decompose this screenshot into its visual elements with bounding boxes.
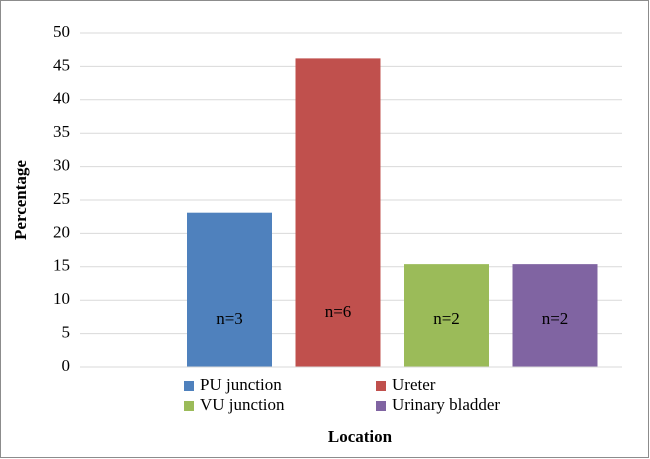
bar <box>512 264 598 367</box>
legend-swatch <box>184 401 194 411</box>
y-tick-label: 30 <box>53 156 70 175</box>
y-tick-label: 0 <box>62 356 71 375</box>
legend-label: VU junction <box>200 395 285 414</box>
y-tick-label: 10 <box>53 289 70 308</box>
legend-label: PU junction <box>200 375 282 394</box>
y-tick-label: 50 <box>53 22 70 41</box>
y-tick-label: 5 <box>62 323 71 342</box>
y-tick-label: 40 <box>53 89 70 108</box>
y-tick-label: 45 <box>53 55 70 74</box>
bar <box>295 58 381 367</box>
bar-annotation: n=2 <box>433 309 460 328</box>
y-tick-label: 20 <box>53 222 70 241</box>
y-tick-label: 25 <box>53 189 70 208</box>
bar-annotation: n=2 <box>542 309 569 328</box>
bar-annotation: n=6 <box>325 302 352 321</box>
y-tick-label: 35 <box>53 122 70 141</box>
legend-label: Urinary bladder <box>392 395 500 414</box>
bar <box>187 212 272 367</box>
y-tick-label: 15 <box>53 256 70 275</box>
legend-swatch <box>376 401 386 411</box>
y-axis-label: Percentage <box>11 160 30 240</box>
bar-annotation: n=3 <box>216 309 243 328</box>
x-axis-label: Location <box>328 427 393 446</box>
legend-swatch <box>184 381 194 391</box>
bar <box>404 264 489 367</box>
legend-label: Ureter <box>392 375 436 394</box>
legend-swatch <box>376 381 386 391</box>
